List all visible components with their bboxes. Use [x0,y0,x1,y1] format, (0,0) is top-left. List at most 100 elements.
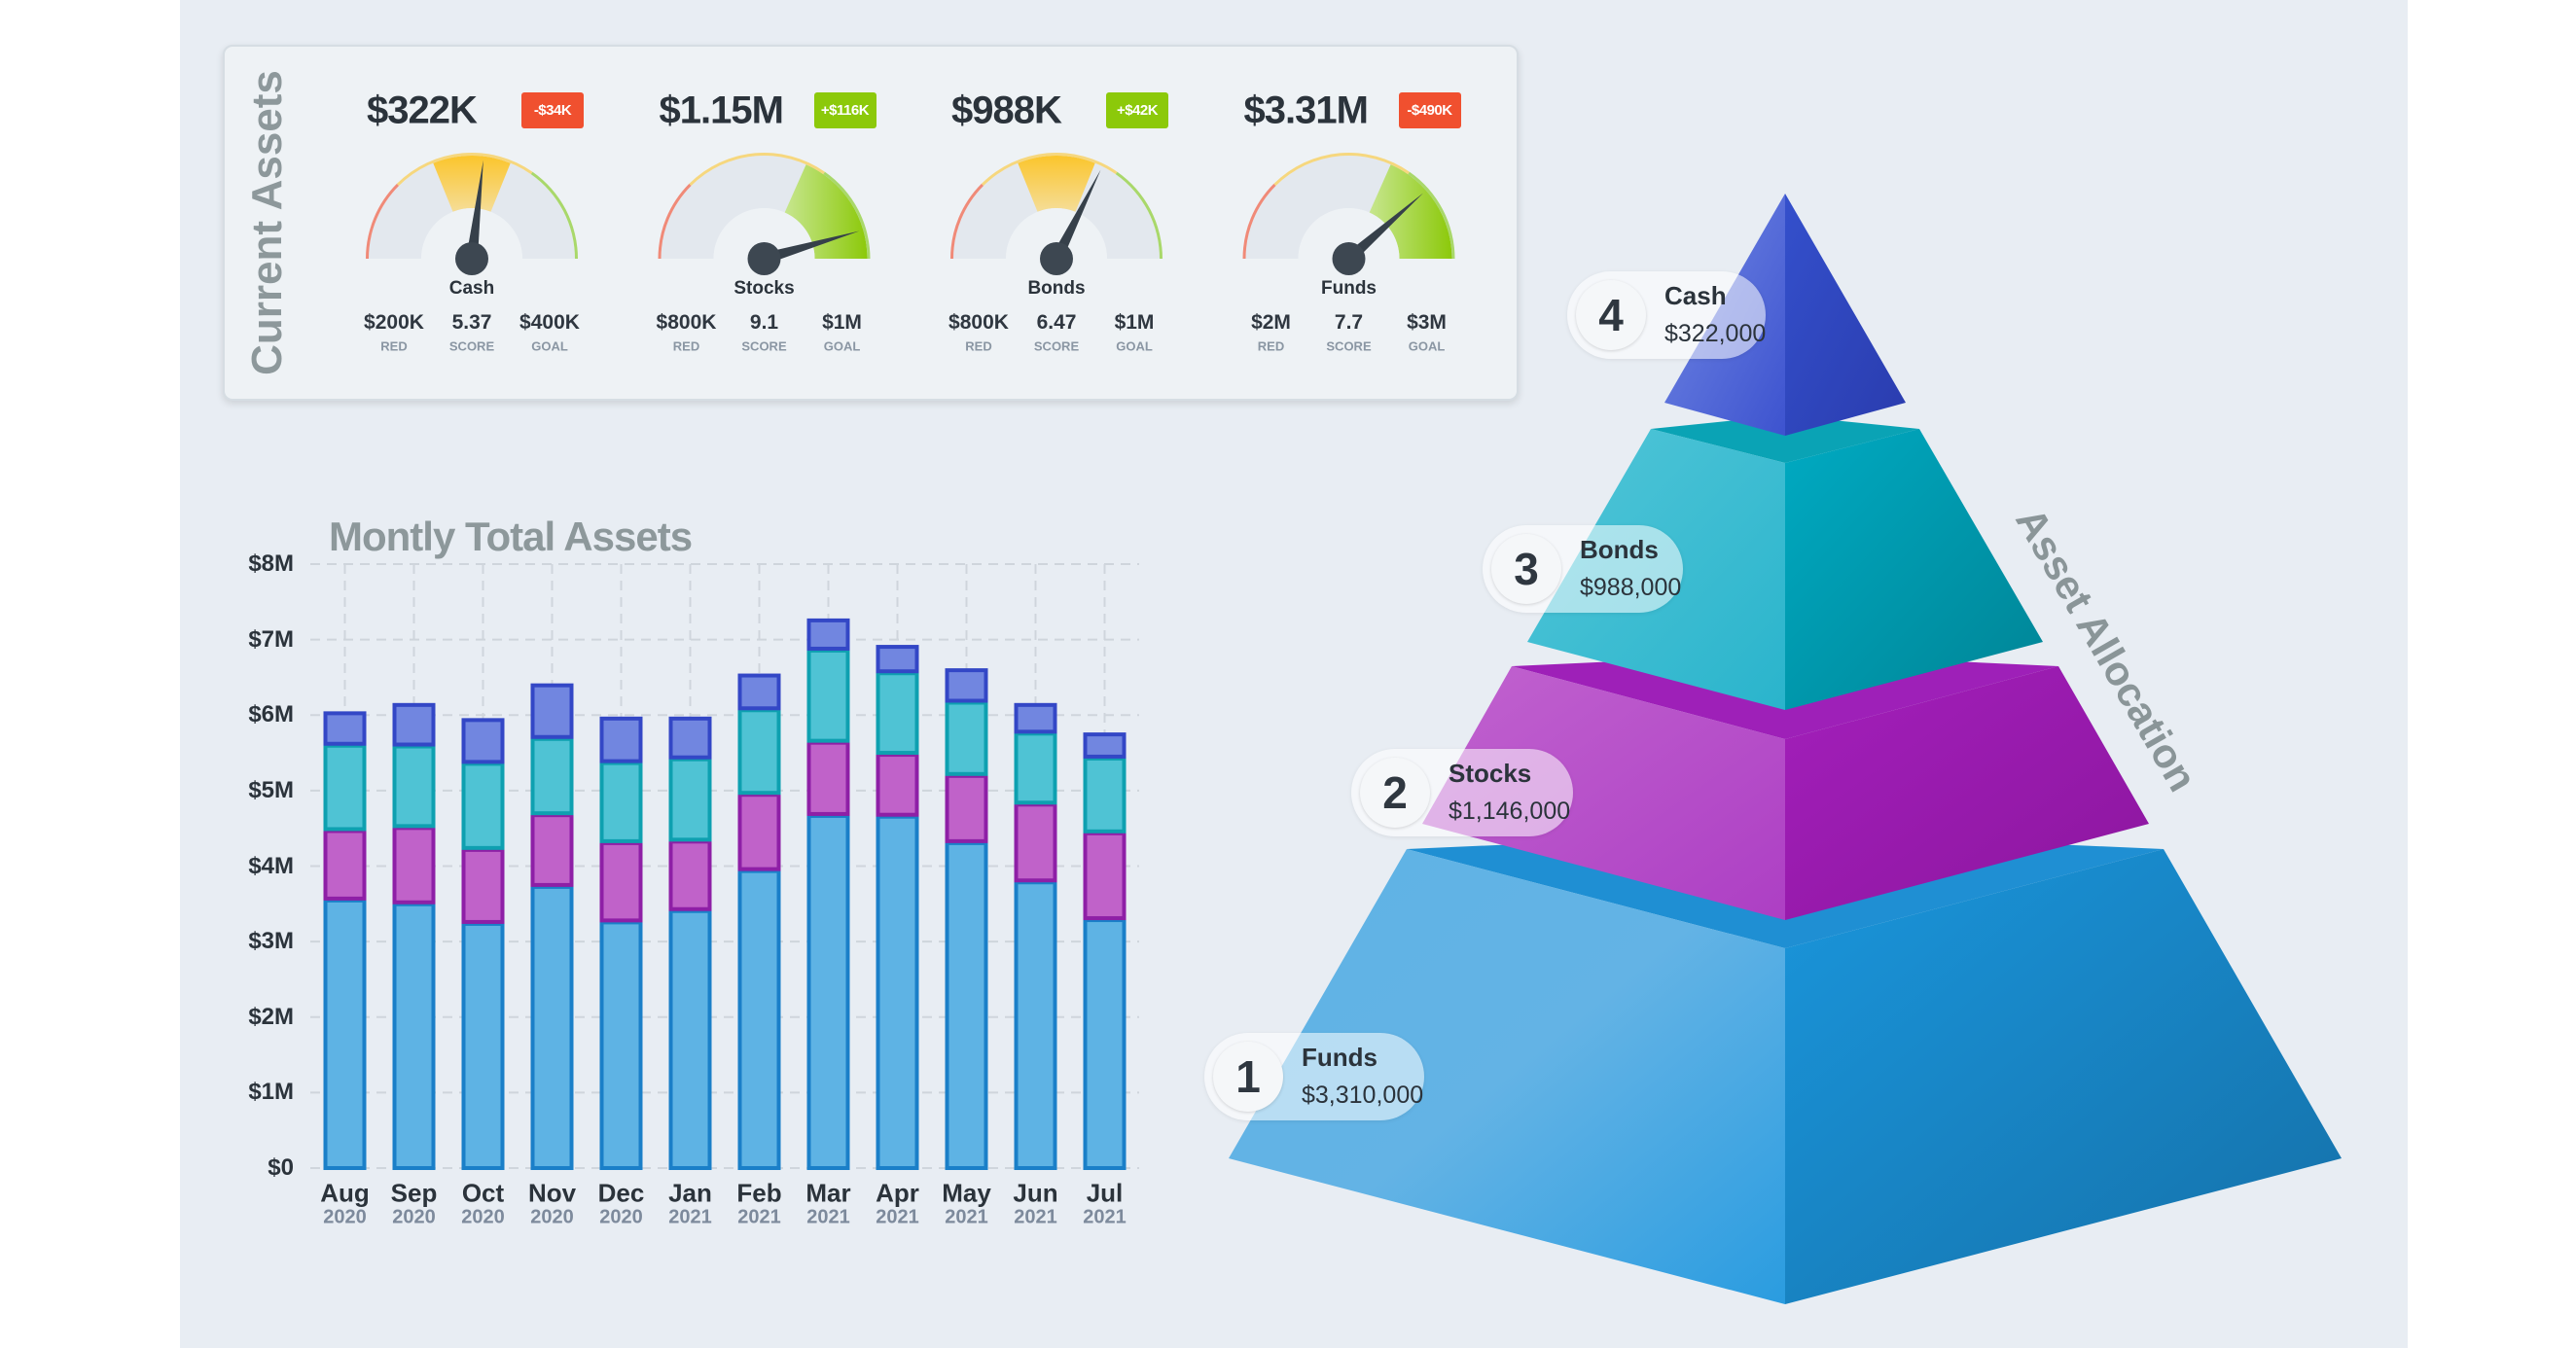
bar-segment[interactable] [945,773,988,843]
bar-segment[interactable] [806,648,850,743]
gauge-value: $322K [367,89,478,132]
bar-segment[interactable] [392,744,436,829]
bar-segment[interactable] [1083,831,1127,921]
gauge-red-label: RED [380,338,408,354]
x-tick-month: May [942,1178,991,1208]
gauge-needle [1344,193,1424,264]
x-tick-year: 2021 [668,1206,712,1228]
gauge-score-label: SCORE [741,338,787,354]
gauge-score-value: 9.1 [749,311,779,334]
change-badge: +$116K [813,92,877,128]
stocks-right-face [1785,666,2149,920]
bar-segment[interactable] [323,711,367,746]
x-tick-year: 2021 [876,1206,919,1228]
gauge-zone [433,155,511,212]
gauge-rim-green [1115,171,1163,259]
bar-segment[interactable] [806,618,850,651]
bonds-right-face [1785,429,2043,710]
funds-left-face [1229,849,1785,1304]
gauge-goal-value: $1M [822,311,862,334]
level-name: Funds [1302,1043,1377,1072]
rank-number: 4 [1576,280,1646,350]
bar-segment[interactable] [461,762,505,850]
gauge-red-label: RED [965,338,992,354]
gauge-hub-area [713,208,815,259]
pyramid-label-stocks: 2 Stocks $1,146,000 [1351,749,1573,836]
bar-segment[interactable] [530,683,574,739]
bar-segment[interactable] [806,813,850,1170]
gauge-funds [1242,153,1455,275]
x-tick-year: 2020 [323,1206,367,1228]
gauge-needle [466,160,483,260]
gauge-zone [1369,164,1452,259]
bar-segment[interactable] [599,716,643,763]
gauge-label: Funds [1321,278,1377,299]
bar-segment[interactable] [599,840,643,923]
gauge-goal-label: GOAL [1408,338,1446,354]
gauge-goal-value: $1M [1114,311,1155,334]
rank-number: 3 [1491,534,1561,604]
bar-segment[interactable] [876,814,919,1171]
bar-segment[interactable] [323,829,367,901]
bar-segment[interactable] [1083,918,1127,1171]
gauge-red-value: $200K [364,311,424,334]
bar-segment[interactable] [392,826,436,905]
bar-segment[interactable] [945,840,988,1170]
bar-segment[interactable] [668,839,712,911]
pyramid-label-funds: 1 Funds $3,310,000 [1204,1033,1424,1120]
level-value: $1,146,000 [1449,798,1571,825]
x-tick-month: Apr [876,1178,919,1208]
x-tick-year: 2020 [461,1206,505,1228]
bar-segment[interactable] [461,847,505,924]
level-name: Cash [1664,281,1727,310]
bar-segment[interactable] [876,645,919,674]
x-tick-year: 2021 [945,1206,988,1228]
gauge-score-label: SCORE [448,338,495,354]
level-value: $3,310,000 [1302,1082,1424,1109]
bar-segment[interactable] [530,736,574,816]
gauge-goal-value: $3M [1407,311,1447,334]
bar-segment[interactable] [599,761,643,843]
bar-segment[interactable] [737,673,781,711]
gauge-rim-green [530,171,578,259]
gauge-needle [1051,169,1101,262]
bar-segment[interactable] [668,908,712,1171]
x-tick-month: Aug [320,1178,370,1208]
bar-segment[interactable] [530,884,574,1170]
pyramid-label-cash: 4 Cash $322,000 [1567,271,1766,359]
bar-segment[interactable] [599,920,643,1171]
bar-segment[interactable] [323,743,367,832]
gauge-red-label: RED [672,338,700,354]
bar-segment[interactable] [668,716,712,760]
bar-segment[interactable] [1014,802,1057,883]
bar-segment[interactable] [876,671,919,756]
bar-segment[interactable] [1083,756,1127,834]
y-tick-label: $0 [268,1154,294,1181]
level-name: Bonds [1580,535,1659,564]
bar-segment[interactable] [737,708,781,796]
bar-segment[interactable] [392,902,436,1170]
bar-segment[interactable] [461,921,505,1170]
change-badge: -$490K [1398,92,1461,128]
gauge-score-label: SCORE [1033,338,1080,354]
gauge-stocks [658,152,871,275]
x-tick-month: Jun [1013,1178,1058,1208]
bar-segment[interactable] [1014,880,1057,1171]
bar-segment[interactable] [945,668,988,703]
bar-segment[interactable] [392,702,436,747]
bar-segment[interactable] [668,757,712,842]
bar-segment[interactable] [876,753,919,817]
gauge-label: Cash [448,278,495,299]
bar-segment[interactable] [737,793,781,871]
bar-segment[interactable] [461,718,505,764]
bonds-top-face [1651,415,1919,463]
bar-segment[interactable] [1083,732,1127,759]
gauge-cash [365,152,578,275]
bar-segment[interactable] [806,740,850,816]
bar-segment[interactable] [1014,702,1057,734]
x-tick-year: 2020 [392,1206,436,1228]
rank-number: 2 [1360,758,1430,828]
x-tick-year: 2020 [599,1206,643,1228]
y-tick-label: $2M [248,1003,294,1030]
